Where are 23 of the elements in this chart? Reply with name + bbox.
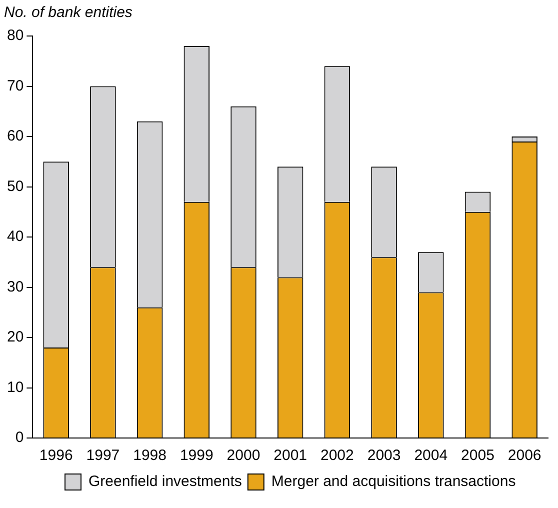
y-tick-label: 80 <box>6 27 24 44</box>
x-tick-label: 1999 <box>180 447 214 464</box>
x-tick-label: 2003 <box>367 447 401 464</box>
x-tick-label: 2002 <box>320 447 354 464</box>
x-tick-label: 1998 <box>133 447 166 464</box>
x-tick-label: 2006 <box>508 447 542 464</box>
x-tick-label: 2000 <box>226 447 260 464</box>
x-tick-label: 1996 <box>39 447 73 464</box>
x-tick-label: 1997 <box>86 447 120 464</box>
y-tick-label: 50 <box>6 178 24 195</box>
x-tick-label: 2005 <box>461 447 494 464</box>
legend-label: Greenfield investments <box>88 473 242 490</box>
y-tick-label: 20 <box>6 328 24 346</box>
x-tick-label: 2001 <box>274 447 308 464</box>
y-tick-label: 0 <box>15 429 24 446</box>
legend-label: Merger and acquisitions transactions <box>271 473 516 490</box>
x-tick-label: 2004 <box>414 447 448 464</box>
y-tick-label: 70 <box>6 77 24 94</box>
y-tick-label: 30 <box>6 278 24 296</box>
y-tick-label: 60 <box>6 128 24 145</box>
y-tick-label: 10 <box>6 378 24 396</box>
y-axis-title: No. of bank entities <box>4 4 133 22</box>
y-tick-label: 40 <box>6 228 24 246</box>
